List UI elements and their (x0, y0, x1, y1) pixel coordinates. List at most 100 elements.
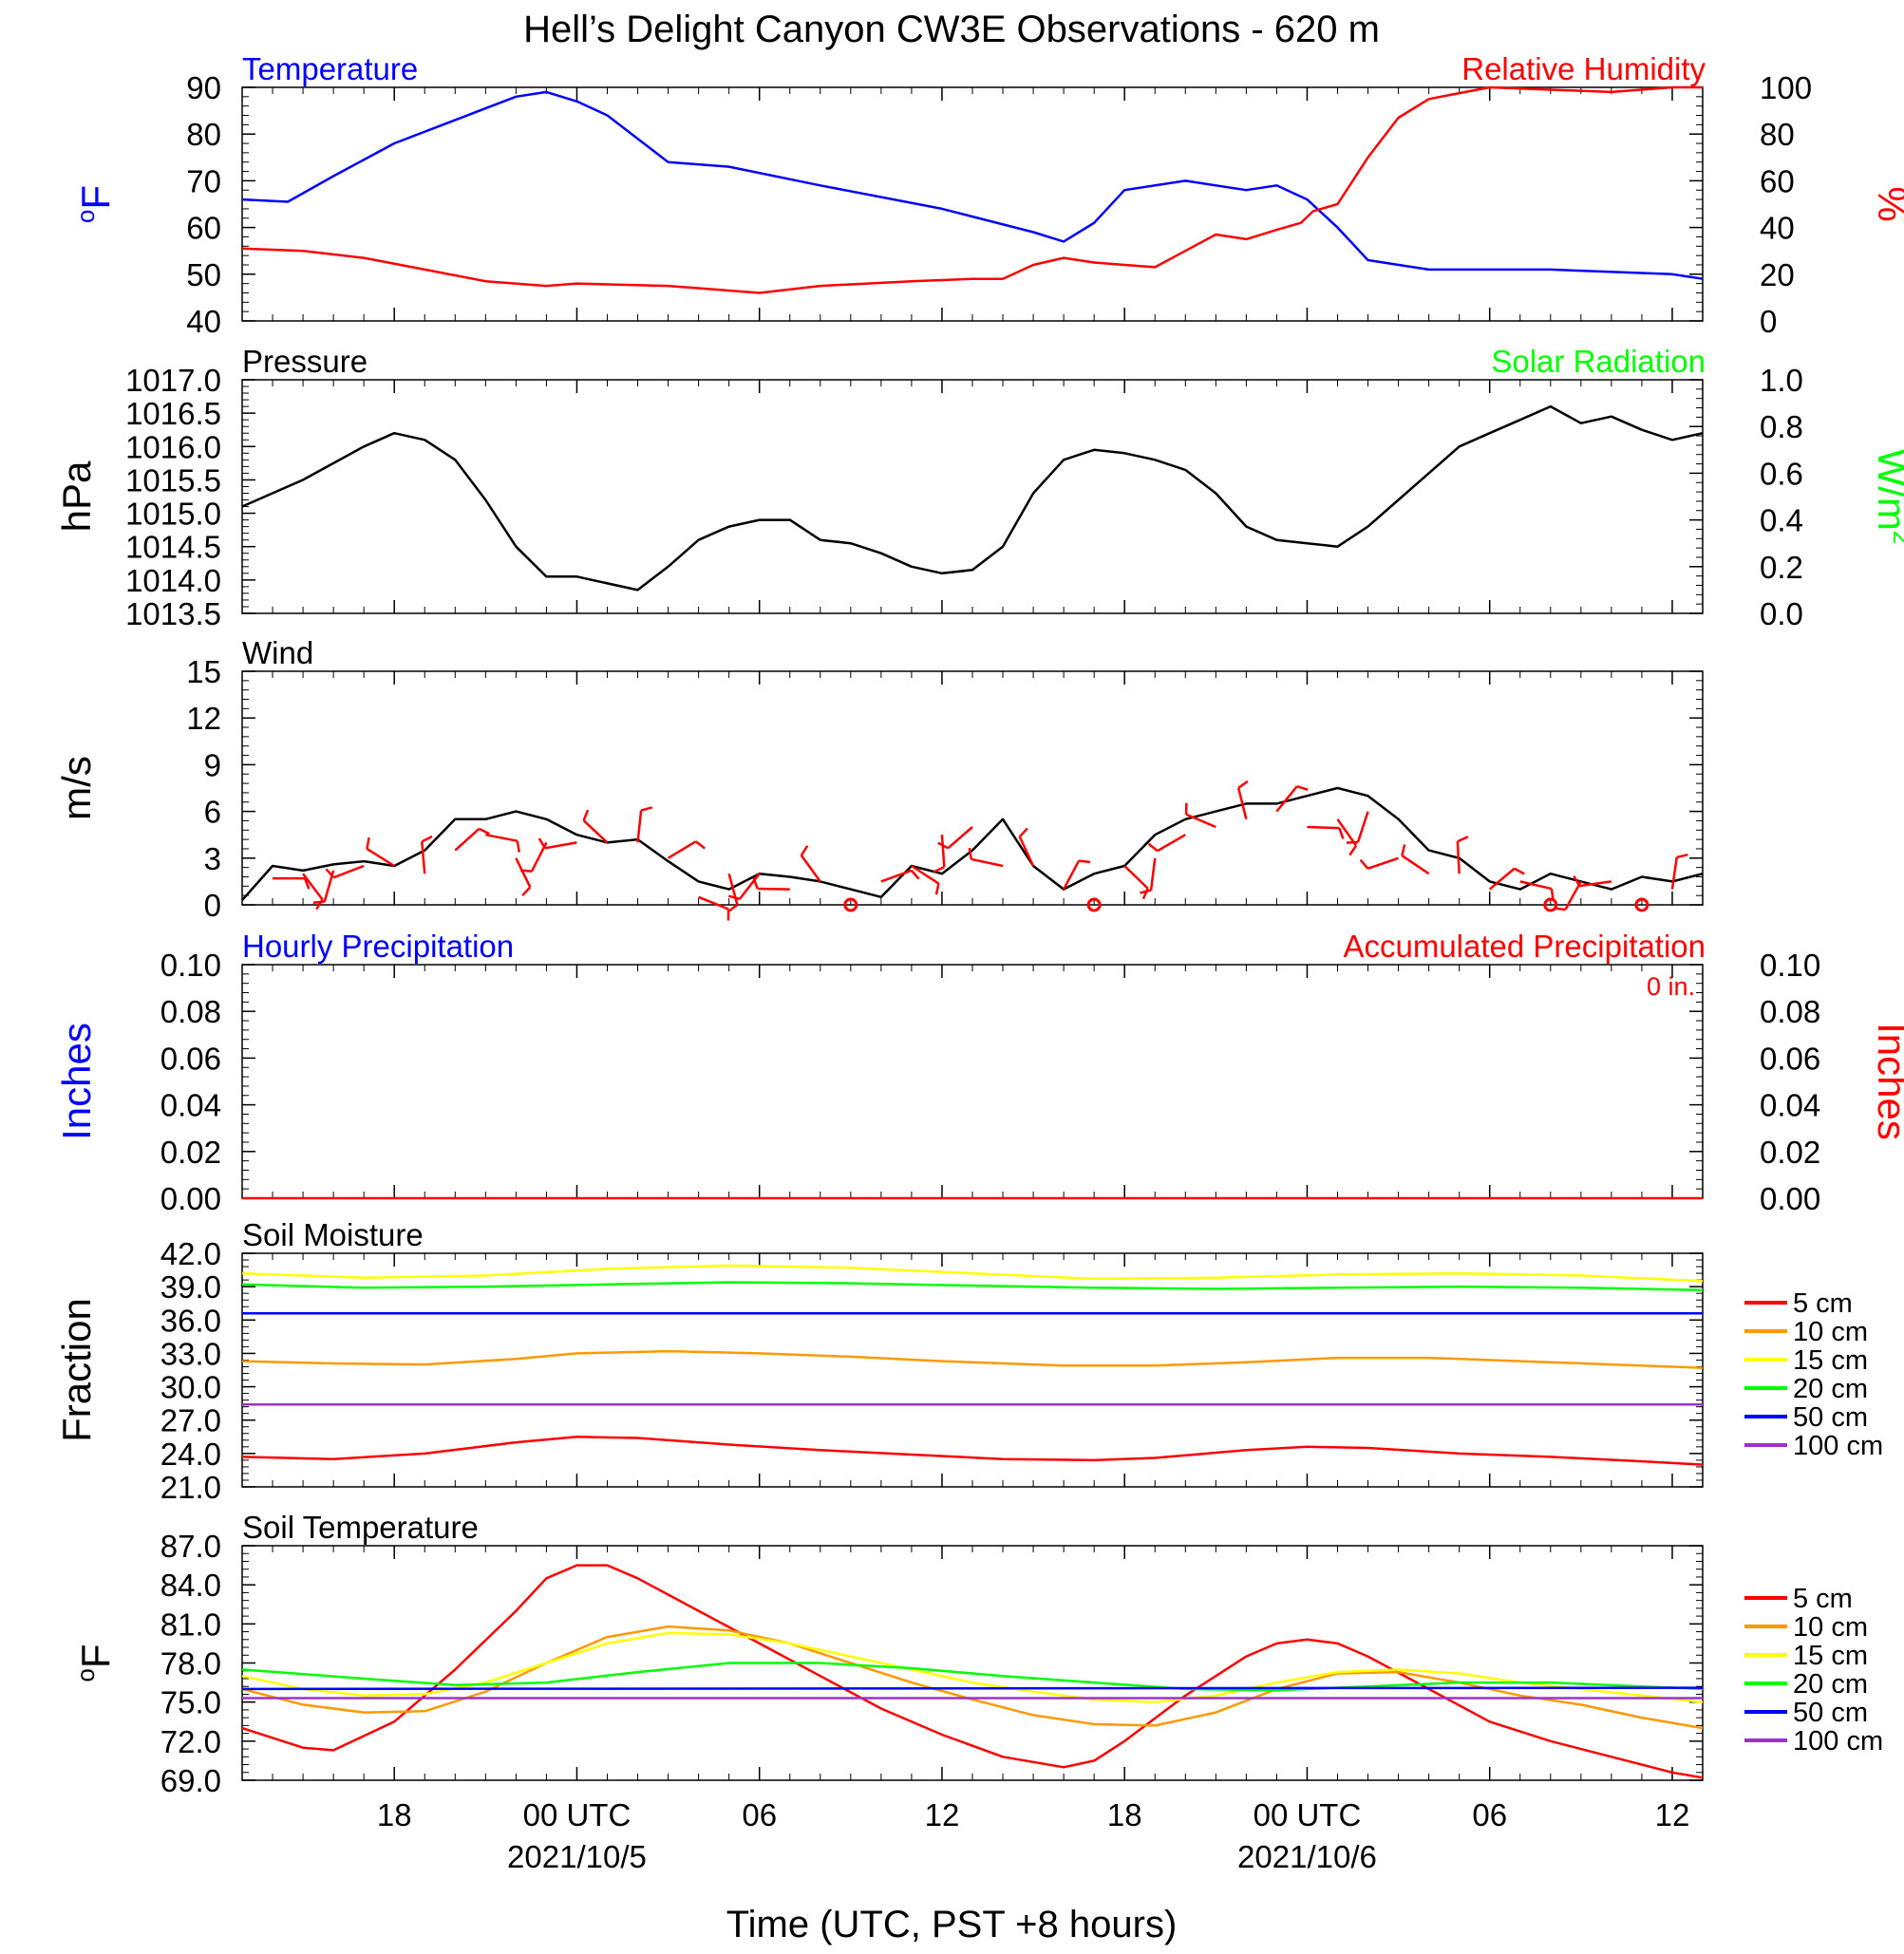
legend-label: 100 cm (1793, 1431, 1883, 1461)
wind-barb-feather (1338, 827, 1345, 839)
wind-barb-feather (516, 840, 521, 853)
wind-barb (1236, 787, 1248, 820)
series-line-20-cm (241, 1662, 1704, 1692)
plot-frame (241, 1252, 1704, 1488)
legend-label: 5 cm (1793, 1288, 1853, 1319)
wind-barb-feather (727, 894, 741, 901)
wind-barb (1157, 834, 1186, 853)
wind-barb (1456, 841, 1461, 874)
y-tick-label-left: 60 (186, 211, 221, 246)
wind-barb (880, 869, 913, 883)
y-tick-label-left: 87.0 (160, 1529, 221, 1564)
x-tick-label: 18 (377, 1797, 412, 1832)
y-axis-label-right: % (1870, 186, 1904, 221)
wind-barb-feather (727, 904, 739, 913)
wind-barb-feather (1401, 844, 1406, 856)
panel-title-left: Wind (242, 635, 313, 670)
series-line-5-cm (241, 1436, 1704, 1466)
wind-barb-calm (1634, 897, 1650, 912)
y-tick-label-left: 1016.5 (125, 396, 221, 431)
wind-barb (544, 841, 577, 850)
panel-precipitation: 0.00 0.02 0.04 0.06 0.08 0.10 0.00 0.02 0.04 0.06… (54, 929, 1904, 1216)
wind-barb-feather (1676, 853, 1688, 859)
y-tick-label-left: 0.08 (160, 994, 221, 1029)
legend-label: 50 cm (1793, 1698, 1868, 1728)
wind-barb (698, 895, 729, 911)
y-tick-label-right: 0.10 (1760, 948, 1820, 983)
y-tick-label-left: 69.0 (160, 1763, 221, 1798)
y-tick-label-left: 84.0 (160, 1568, 221, 1603)
unit-letter: F (73, 1644, 118, 1668)
wind-barb (1185, 813, 1216, 829)
y-tick-label-right: 20 (1760, 257, 1795, 292)
unit-text: W/m (1870, 449, 1904, 531)
x-tick-date-label: 2021/10/6 (1237, 1839, 1377, 1874)
y-axis-label-left: Inches (54, 1023, 99, 1140)
legend-label: 5 cm (1793, 1584, 1853, 1614)
series-line-pressure (241, 404, 1704, 592)
unit-letter: F (73, 185, 118, 210)
wind-barb-feather (752, 877, 759, 890)
y-tick-label-right: 0.08 (1760, 994, 1820, 1029)
chart-title: Hell’s Delight Canyon CW3E Observations … (523, 9, 1380, 50)
y-axis-label-left: hPa (54, 460, 99, 532)
wind-barb (1275, 785, 1298, 813)
wind-barb-feather (1140, 889, 1152, 894)
wind-barb (421, 841, 426, 874)
y-axis-label-left: m/s (54, 756, 99, 820)
wind-barb (667, 840, 697, 859)
y-tick-label-left: 24.0 (160, 1437, 221, 1472)
wind-barb (738, 873, 761, 900)
wind-barb (940, 835, 946, 868)
y-tick-label-left: 75.0 (160, 1685, 221, 1720)
y-tick-label-left: 1017.0 (125, 363, 221, 398)
legend-label: 10 cm (1793, 1612, 1868, 1643)
series-line-15-cm (241, 1631, 1704, 1703)
wind-barb (800, 855, 821, 883)
y-tick-label-right: 80 (1760, 117, 1795, 152)
y-tick-label-right: 0.06 (1760, 1041, 1820, 1076)
y-tick-label-left: 1015.5 (125, 462, 221, 498)
wind-barb-feather (1078, 859, 1091, 864)
wind-barb-feather (694, 840, 706, 850)
y-tick-label-right: 0.04 (1760, 1088, 1820, 1123)
wind-barb (1579, 880, 1612, 888)
panel-title-left: Temperature (242, 51, 418, 86)
legend-label: 15 cm (1793, 1641, 1868, 1671)
legend-label: 100 cm (1793, 1726, 1883, 1757)
series-line-50-cm (241, 1686, 1704, 1691)
y-axis-label-left: Fraction (54, 1298, 99, 1442)
panel-title-right: Relative Humidity (1461, 51, 1706, 86)
wind-barb-feather (537, 837, 547, 849)
wind-barb (515, 857, 532, 888)
y-tick-label-left: 12 (186, 701, 221, 736)
wind-barb-feather (1237, 780, 1249, 789)
y-tick-label-right: 0.00 (1760, 1181, 1820, 1216)
y-tick-label-left: 0.00 (160, 1181, 221, 1216)
y-tick-label-left: 6 (204, 795, 221, 830)
wind-barb-feather (421, 835, 433, 843)
y-axis-label-left: oF (71, 185, 118, 223)
wind-barb (1367, 856, 1399, 871)
y-tick-label-left: 0.06 (160, 1041, 221, 1076)
y-tick-label-left: 81.0 (160, 1606, 221, 1642)
y-tick-label-left: 78.0 (160, 1646, 221, 1682)
wind-barb-feather (1359, 858, 1369, 870)
panel-title-right: Accumulated Precipitation (1343, 929, 1706, 964)
y-tick-label-left: 1015.0 (125, 497, 221, 532)
y-tick-label-left: 72.0 (160, 1724, 221, 1759)
wind-barb-feather (640, 806, 653, 812)
y-tick-label-left: 0.10 (160, 948, 221, 983)
y-axis-label-right: Inches (1870, 1023, 1904, 1140)
y-tick-label-left: 70 (186, 163, 221, 198)
legend-label: 20 cm (1793, 1669, 1868, 1700)
series-line-15-cm (241, 1264, 1704, 1283)
x-tick-label: 18 (1107, 1797, 1142, 1832)
wind-barb (1149, 857, 1157, 891)
panel-annotation: 0 in. (1647, 972, 1695, 1001)
y-tick-label-right: 100 (1760, 70, 1812, 105)
wind-barb-feather (582, 809, 590, 821)
wind-barb-calm (1086, 897, 1102, 912)
y-axis-label-right: W/m2 (1870, 449, 1904, 545)
